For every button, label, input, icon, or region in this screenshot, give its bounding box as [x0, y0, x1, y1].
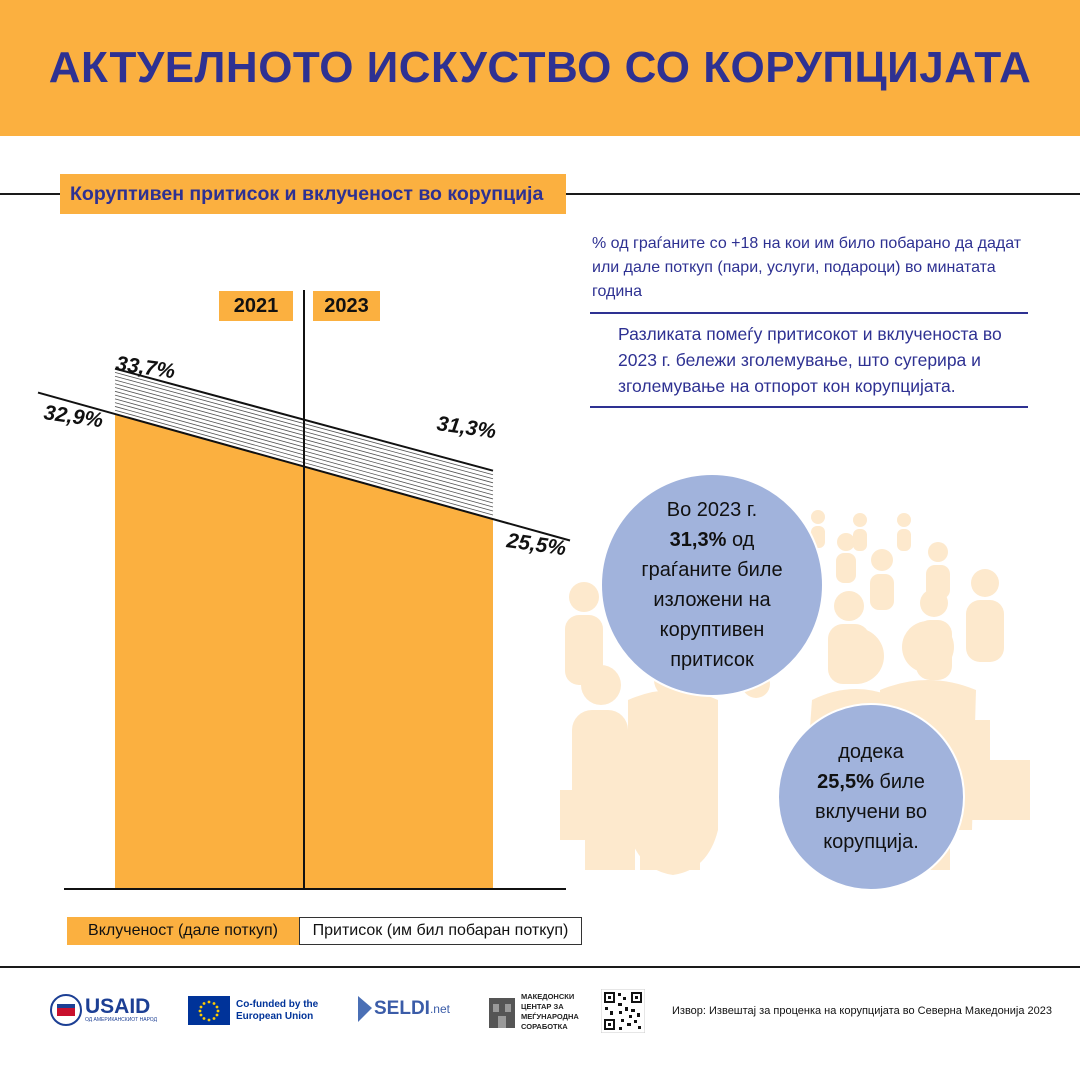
note-top-rule [590, 312, 1028, 314]
bubble2-value: 25,5% [817, 771, 874, 793]
note-bottom-rule [590, 406, 1028, 408]
usaid-name: USAID [85, 995, 151, 1018]
bubble2-connector: биле [873, 771, 925, 793]
bubble2-text: вклучени во корупција. [814, 801, 928, 853]
footer-rule [0, 966, 1080, 968]
mcms-text: МАКЕДОНСКИ ЦЕНТАР ЗА МЕЃУНАРОДНА СОРАБОТ… [521, 992, 579, 1031]
qr-code [601, 989, 645, 1033]
eu-text: Co-funded by the European Union [236, 998, 319, 1022]
page-title: АКТУЕЛНОТО ИСКУСТВО СО КОРУПЦИЈАТА [48, 43, 1032, 92]
bubble1-text: граѓаните биле изложени на коруптивен пр… [641, 559, 783, 671]
eu-logo: Co-funded by the European Union [188, 996, 336, 1025]
involvement-bubble: додека 25,5% биле вклучени во корупција. [777, 703, 965, 891]
legend-pressure: Притисок (им бил побаран поткуп) [299, 917, 582, 945]
year-tag-2021: 2021 [219, 291, 293, 321]
bubble1-value: 31,3% [669, 529, 727, 551]
difference-note: Разликата помеѓу притисокот и вклученост… [618, 324, 1002, 396]
mcms-logo: МАКЕДОНСКИ ЦЕНТАР ЗА МЕЃУНАРОДНА СОРАБОТ… [487, 992, 583, 1032]
section-subtitle: Коруптивен притисок и вклученост во кору… [60, 174, 566, 214]
usaid-tagline: ОД АМЕРИКАНСКИОТ НАРОД [85, 1017, 157, 1023]
footer-logos: USAID ОД АМЕРИКАНСКИОТ НАРОД Co-funded b… [0, 988, 1080, 1038]
bubble1-intro: Во 2023 г. [666, 499, 758, 521]
involvement-2023-label: 25,5% [504, 529, 567, 560]
source-citation: Извор: Извештај за проценка на корупција… [672, 1005, 1052, 1017]
mcms-building-icon [489, 998, 515, 1028]
usaid-seal-icon [50, 994, 82, 1026]
seldi-logo: SELDI .net [356, 994, 450, 1024]
seldi-name: SELDI [374, 998, 430, 1019]
involvement-2021-label: 32,9% [42, 401, 104, 432]
qr-code-icon [601, 989, 645, 1033]
eu-flag-icon [188, 996, 230, 1025]
legend-involvement: Вклученост (дале поткуп) [67, 917, 299, 945]
header-banner: АКТУЕЛНОТО ИСКУСТВО СО КОРУПЦИЈАТА [0, 0, 1080, 136]
usaid-logo: USAID ОД АМЕРИКАНСКИОТ НАРОД [50, 994, 157, 1026]
pressure-bubble: Во 2023 г. 31,3% од граѓаните биле излож… [600, 473, 824, 697]
year-tag-2023: 2023 [313, 291, 380, 321]
bubble1-connector: од [726, 529, 755, 551]
bubble2-intro: додека [838, 741, 904, 763]
pressure-2023-label: 31,3% [435, 412, 497, 443]
seldi-mark-icon [358, 996, 372, 1022]
chart-description: % од граѓаните со +18 на кои им било поб… [592, 235, 1022, 300]
seldi-suffix: .net [429, 1002, 450, 1016]
